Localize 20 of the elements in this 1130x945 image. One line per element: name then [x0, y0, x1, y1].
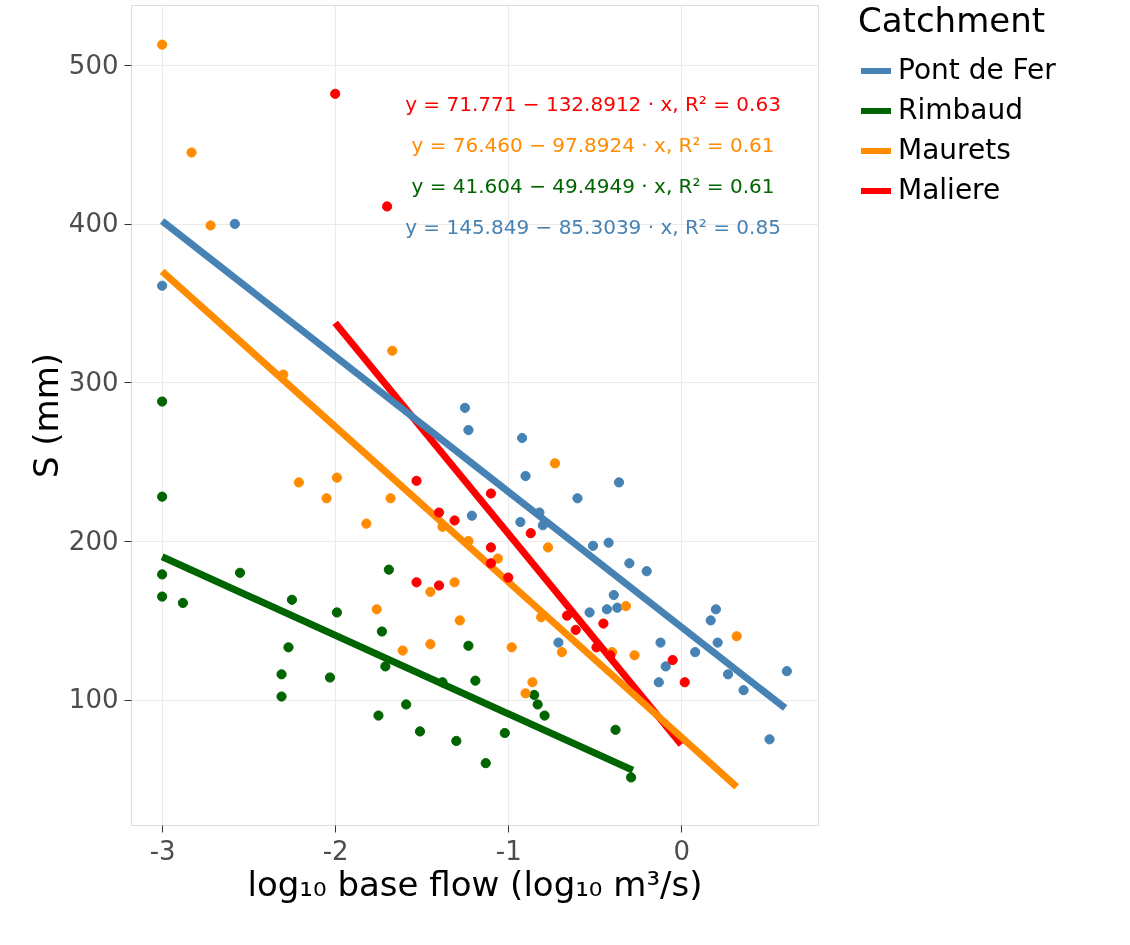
- annotation: y = 145.849 − 85.3039 · x, R² = 0.85: [405, 215, 781, 239]
- y-tick-label: 200: [68, 525, 119, 556]
- legend-label: Maurets: [898, 133, 1011, 166]
- x-tick-label: 0: [673, 835, 691, 866]
- legend-label: Rimbaud: [898, 93, 1023, 126]
- x-tick-label: -2: [322, 835, 349, 866]
- y-tick-label: 300: [68, 366, 119, 397]
- y-axis-title: S (mm): [25, 352, 66, 479]
- y-tick-label: 100: [68, 684, 119, 715]
- annotation: y = 76.460 − 97.8924 · x, R² = 0.61: [411, 133, 775, 157]
- legend-title: Catchment: [858, 0, 1046, 40]
- x-tick-label: -1: [495, 835, 522, 866]
- x-axis-title: log₁₀ base flow (log₁₀ m³/s): [247, 863, 703, 904]
- x-tick-label: -3: [149, 835, 176, 866]
- y-tick-label: 500: [68, 49, 119, 80]
- legend-label: Maliere: [898, 173, 1001, 206]
- y-tick-label: 400: [68, 208, 119, 239]
- legend-label: Pont de Fer: [898, 53, 1057, 86]
- annotation: y = 71.771 − 132.8912 · x, R² = 0.63: [405, 92, 781, 116]
- annotation: y = 41.604 − 49.4949 · x, R² = 0.61: [411, 174, 775, 198]
